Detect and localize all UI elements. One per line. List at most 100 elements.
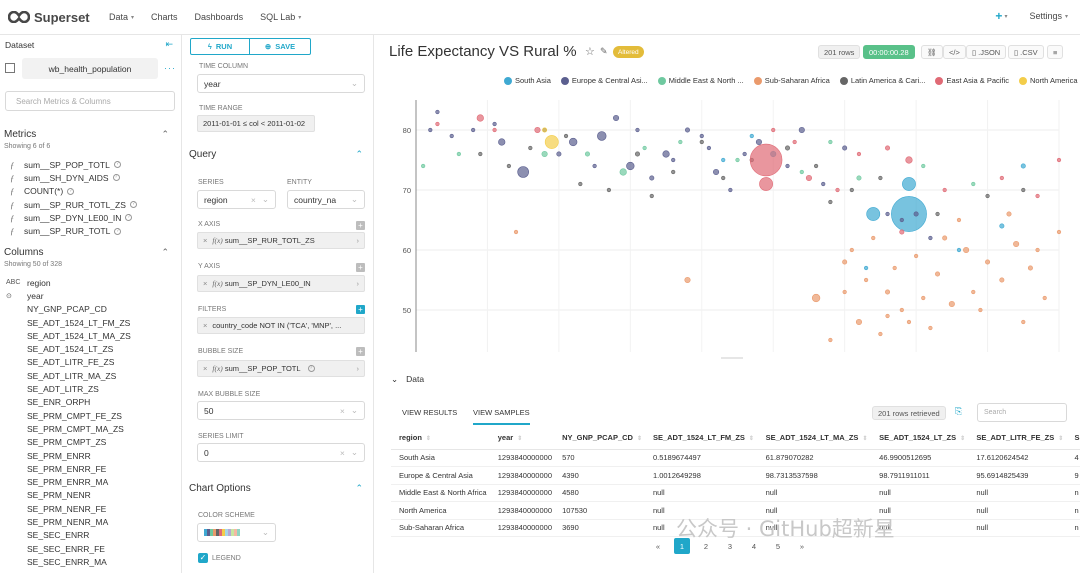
legend-item[interactable]: Middle East & North ...	[657, 76, 744, 85]
series-select[interactable]: region × ⌄	[197, 190, 276, 209]
bubble-point[interactable]	[928, 325, 933, 331]
column-item[interactable]: ⊙ year	[0, 289, 182, 302]
clear-x-icon[interactable]: ×	[339, 405, 345, 416]
bubble-point[interactable]	[449, 133, 454, 139]
remove-x-icon[interactable]: ×	[203, 236, 208, 245]
bubble-point[interactable]	[649, 175, 655, 181]
bubble-point[interactable]	[785, 163, 790, 169]
bubble-point[interactable]	[671, 157, 676, 163]
bubble-point[interactable]	[1020, 163, 1026, 169]
column-item[interactable]: SE_ENR_ORPH	[0, 396, 182, 409]
page-button[interactable]: 5	[775, 541, 781, 551]
bubble-point[interactable]	[905, 156, 913, 164]
bubble-point[interactable]	[849, 247, 854, 253]
bubble-point[interactable]	[899, 307, 904, 313]
collapse-metrics-icon[interactable]: ⌃	[161, 129, 169, 139]
metric-item[interactable]: ƒ sum__SP_POP_TOTL?	[0, 158, 182, 171]
bubble-point[interactable]	[1013, 240, 1020, 248]
column-header[interactable]: S	[1066, 427, 1080, 450]
bubble-point[interactable]	[642, 145, 647, 151]
bubble-point[interactable]	[1042, 295, 1047, 301]
bubble-point[interactable]	[721, 175, 726, 181]
column-header[interactable]: region ⇕	[391, 427, 490, 450]
bubble-point[interactable]	[492, 127, 497, 133]
bubble-point[interactable]	[935, 211, 940, 217]
star-icon[interactable]: ☆	[585, 46, 595, 58]
metric-item[interactable]: ƒ sum__SP_RUR_TOTL_ZS?	[0, 198, 182, 211]
bubble-point[interactable]	[999, 175, 1004, 181]
series-limit-select[interactable]: 0 × ⌄	[197, 443, 365, 462]
column-header[interactable]: SE_ADT_1524_LT_MA_ZS ⇕	[757, 427, 872, 450]
bubble-point[interactable]	[626, 161, 635, 171]
save-button[interactable]: ⊕ SAVE	[250, 38, 311, 55]
copy-icon[interactable]: ⎘	[955, 406, 963, 416]
bubble-point[interactable]	[813, 163, 819, 169]
page-button[interactable]: 3	[727, 541, 733, 551]
column-item[interactable]: SE_ADT_1524_LT_FM_ZS	[0, 316, 182, 329]
column-item[interactable]: SE_ADT_1524_LT_MA_ZS	[0, 329, 182, 342]
bubble-point[interactable]	[856, 175, 862, 181]
column-header[interactable]: SE_ADT_1524_LT_FM_ZS ⇕	[644, 427, 758, 450]
legend-checkbox-row[interactable]: ✓ LEGEND	[198, 553, 241, 563]
page-button[interactable]: 1	[674, 538, 690, 554]
bubble-point[interactable]	[606, 187, 611, 193]
column-item[interactable]: SE_ADT_1524_LT_ZS	[0, 342, 182, 355]
bubble-point[interactable]	[506, 163, 511, 169]
bubble-point[interactable]	[878, 175, 883, 181]
bubble-point[interactable]	[866, 207, 881, 221]
bubble-point[interactable]	[885, 145, 891, 151]
column-item[interactable]: SE_SEC_ENRR	[0, 529, 182, 542]
bubble-point[interactable]	[948, 300, 955, 308]
bubble-point[interactable]	[435, 121, 440, 127]
bubble-point[interactable]	[805, 174, 812, 182]
bubble-point[interactable]	[749, 143, 783, 177]
bubble-point[interactable]	[755, 138, 762, 146]
nav-sqllab-menu[interactable]: SQL Lab ▾	[260, 12, 301, 22]
page-button[interactable]: «	[655, 541, 661, 551]
column-item[interactable]: SE_PRM_CMPT_ZS	[0, 436, 182, 449]
bubble-point[interactable]	[1021, 319, 1026, 325]
data-section-header[interactable]: ⌄ Data	[391, 374, 424, 385]
bubble-point[interactable]	[713, 168, 720, 176]
more-menu-button[interactable]: ≡	[1047, 45, 1064, 59]
column-item[interactable]: NY_GNP_PCAP_CD	[0, 303, 182, 316]
clear-x-icon[interactable]: ×	[339, 447, 345, 458]
bubble-point[interactable]	[1056, 157, 1062, 163]
legend-item[interactable]: Latin America & Cari...	[839, 76, 925, 85]
bubble-point[interactable]	[928, 235, 933, 241]
remove-filter-icon[interactable]: ×	[203, 321, 208, 330]
page-button[interactable]: 2	[703, 541, 709, 551]
bubble-point[interactable]	[513, 229, 519, 235]
bubble-point[interactable]	[971, 289, 976, 295]
bubble-point[interactable]	[821, 181, 826, 187]
bubble-point[interactable]	[619, 168, 627, 176]
bubble-point[interactable]	[971, 181, 976, 187]
collapse-chart-options-icon[interactable]: ⌃	[355, 483, 363, 493]
column-item[interactable]: SE_PRM_ENRR_MA	[0, 475, 182, 488]
bubble-point[interactable]	[635, 127, 640, 133]
bubble-point[interactable]	[792, 139, 797, 145]
clear-x-icon[interactable]: ×	[250, 194, 256, 205]
bubble-point[interactable]	[684, 276, 691, 284]
copy-link-button[interactable]: ⛓	[921, 45, 943, 59]
bubble-point[interactable]	[978, 307, 983, 313]
metric-item[interactable]: ƒ sum__SH_DYN_AIDS?	[0, 171, 182, 184]
column-header[interactable]: SE_ADT_LITR_FE_ZS ⇕	[968, 427, 1067, 450]
settings-menu[interactable]: Settings ▾	[1029, 11, 1068, 21]
bubble-point[interactable]	[597, 131, 607, 141]
remove-y-icon[interactable]: ×	[203, 279, 208, 288]
bubble-point[interactable]	[985, 259, 991, 265]
table-row[interactable]: Sub-Saharan Africa 1293840000000 3690 null n…	[391, 519, 1080, 537]
bubble-point[interactable]	[592, 163, 597, 169]
export-json-button[interactable]: ▯ .JSON	[966, 45, 1007, 59]
bubble-point[interactable]	[785, 145, 791, 151]
bubble-point[interactable]	[942, 235, 948, 241]
bubble-point[interactable]	[721, 157, 726, 163]
collapse-columns-icon[interactable]: ⌃	[161, 247, 169, 257]
column-header[interactable]: SE_ADT_1524_LT_ZS ⇕	[871, 427, 969, 450]
metric-item[interactable]: ƒ sum__SP_DYN_LE00_IN?	[0, 211, 182, 224]
bubble-point[interactable]	[492, 121, 497, 127]
bubble-point[interactable]	[956, 247, 962, 253]
metric-item[interactable]: ƒ sum__SP_RUR_TOTL?	[0, 224, 182, 237]
bubble-point[interactable]	[799, 169, 804, 175]
